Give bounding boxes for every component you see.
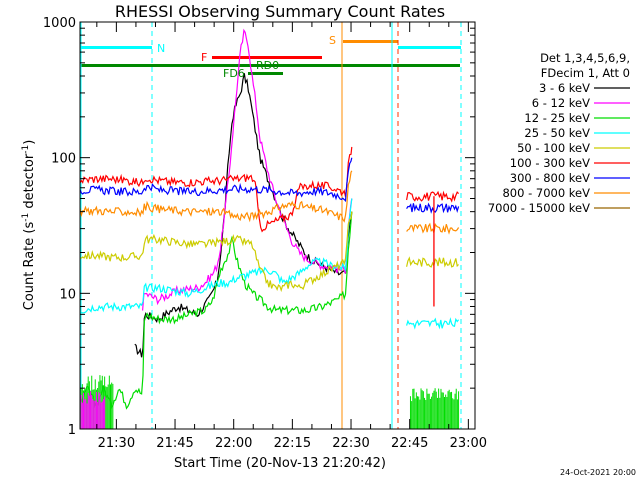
post-gap-line-3: [406, 256, 460, 268]
y-label-part-c: ): [22, 140, 37, 145]
y-label-sup-b: -1: [21, 145, 31, 154]
legend-label-0: 3 - 6 keV: [539, 81, 590, 95]
legend: Det 1,3,4,5,6,9, FDecim 1, Att 0 3 - 6 k…: [488, 51, 630, 215]
series-layer: [80, 28, 460, 410]
x-axis: 21:30 21:45 22:00 22:15 22:30 22:45 23:00: [96, 22, 487, 451]
eclipse-bar-right: [398, 46, 461, 49]
series-line-6: [80, 157, 353, 203]
y-tick-label: 100: [51, 152, 76, 167]
flare-bar: [212, 56, 322, 59]
y-tick-label: 1000: [43, 16, 76, 31]
saa-bar: [343, 40, 398, 43]
x-tick-label: 21:45: [156, 436, 193, 451]
legend-label-8: 7000 - 15000 keV: [488, 201, 590, 215]
plot-area: [80, 22, 462, 429]
legend-label-7: 800 - 7000 keV: [502, 186, 590, 200]
x-tick-label: 22:30: [332, 436, 369, 451]
annotation-fd6: FD6: [223, 67, 245, 80]
x-tick-label: 21:30: [98, 436, 135, 451]
series-line-0: [134, 73, 353, 358]
y-tick-label: 1: [68, 423, 76, 438]
y-label-part-b: detector: [22, 153, 37, 213]
series-line-3: [80, 198, 353, 314]
annotation-s: S: [329, 34, 336, 47]
y-label-sup-a: -1: [21, 213, 31, 222]
series-line-5: [80, 146, 353, 233]
x-axis-label: Start Time (20-Nov-13 21:20:42): [174, 456, 386, 471]
att-bar: [80, 64, 460, 67]
flare-flags: [80, 22, 462, 429]
annotation-rd0: RD0: [256, 59, 279, 72]
legend-label-4: 50 - 100 keV: [517, 141, 590, 155]
low-count-noise: [80, 375, 460, 429]
x-tick-label: 22:15: [274, 436, 311, 451]
legend-header-1: Det 1,3,4,5,6,9,: [540, 51, 630, 65]
series-line-7: [80, 170, 353, 223]
legend-label-2: 12 - 25 keV: [524, 111, 590, 125]
fd6-bar: [248, 72, 283, 75]
legend-label-1: 6 - 12 keV: [532, 96, 590, 110]
y-label-part-a: Count Rate (s: [22, 222, 37, 311]
y-axis: 1 10 100 1000: [43, 16, 475, 438]
y-axis-label: Count Rate (s-1 detector-1): [21, 140, 37, 311]
legend-label-3: 25 - 50 keV: [524, 126, 590, 140]
timestamp: 24-Oct-2021 20:00: [560, 468, 636, 477]
x-tick-label: 22:00: [215, 436, 252, 451]
series-line-2: [80, 211, 353, 410]
y-tick-label: 10: [59, 287, 76, 302]
post-gap-line-2: [406, 222, 460, 235]
legend-label-6: 300 - 800 keV: [510, 171, 590, 185]
legend-label-5: 100 - 300 keV: [510, 156, 590, 170]
post-gap-line-0: [406, 190, 460, 203]
series-line-4: [80, 211, 353, 293]
series-line-1: [142, 28, 353, 311]
annotation-n: N: [157, 42, 165, 55]
plot-frame: [79, 21, 476, 430]
post-gap-line-4: [406, 317, 460, 330]
chart-title: RHESSI Observing Summary Count Rates: [115, 2, 445, 21]
eclipse-bar-left: [80, 46, 152, 49]
post-gap-line-1: [406, 202, 460, 214]
x-tick-label: 22:45: [391, 436, 428, 451]
x-tick-label: 23:00: [450, 436, 487, 451]
legend-header-2: FDecim 1, Att 0: [541, 66, 630, 80]
annotation-f: F: [201, 51, 207, 64]
